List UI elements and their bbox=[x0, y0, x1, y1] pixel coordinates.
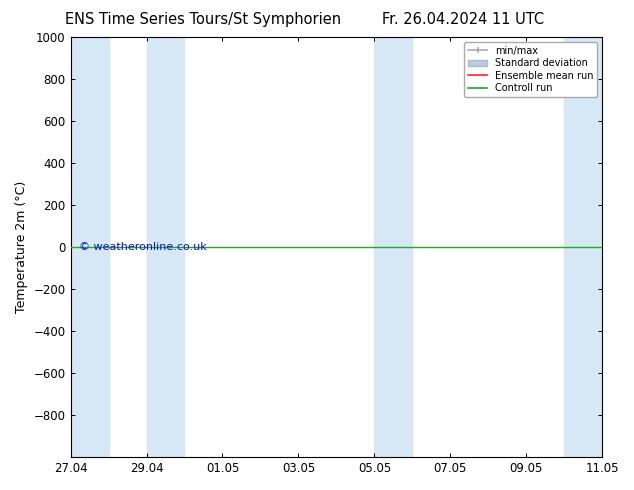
Legend: min/max, Standard deviation, Ensemble mean run, Controll run: min/max, Standard deviation, Ensemble me… bbox=[464, 42, 597, 97]
Text: ENS Time Series Tours/St Symphorien: ENS Time Series Tours/St Symphorien bbox=[65, 12, 341, 27]
Y-axis label: Temperature 2m (°C): Temperature 2m (°C) bbox=[15, 181, 28, 313]
Text: © weatheronline.co.uk: © weatheronline.co.uk bbox=[79, 242, 206, 252]
Bar bbox=[70, 37, 108, 457]
Text: Fr. 26.04.2024 11 UTC: Fr. 26.04.2024 11 UTC bbox=[382, 12, 544, 27]
Bar bbox=[146, 37, 184, 457]
Bar bbox=[564, 37, 602, 457]
Bar bbox=[374, 37, 412, 457]
